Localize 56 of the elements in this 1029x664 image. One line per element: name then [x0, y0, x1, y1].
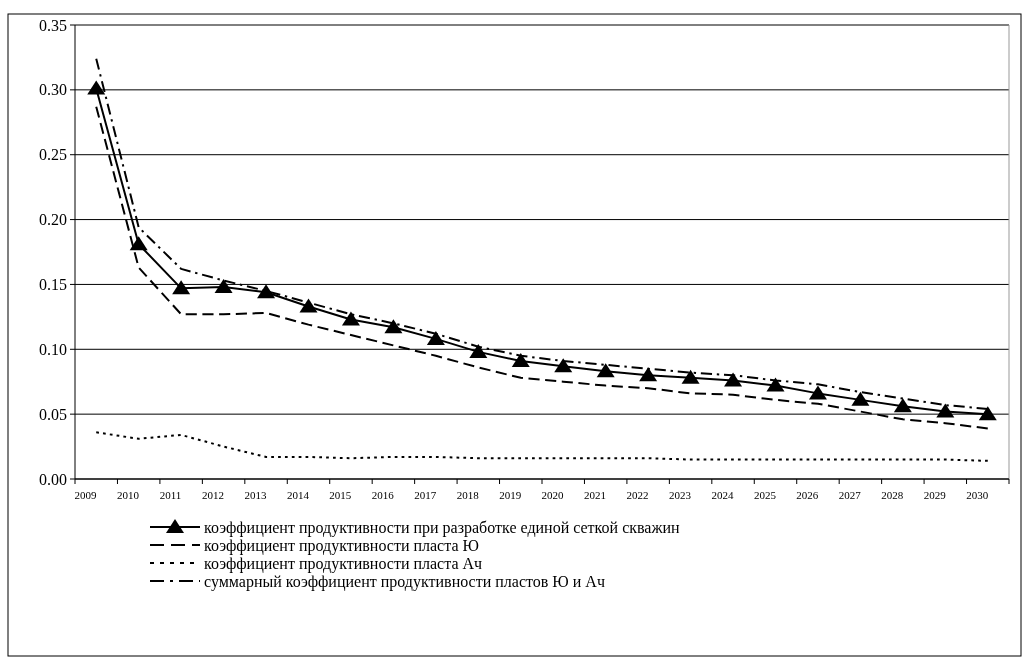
point — [766, 377, 785, 392]
x-tick-label: 2013 — [244, 489, 267, 501]
point — [426, 330, 445, 345]
point — [978, 406, 997, 421]
y-tick-label: 0.35 — [39, 16, 67, 34]
x-tick-label: 2027 — [838, 489, 862, 501]
x-tick-label: 2012 — [201, 489, 224, 501]
y-tick-label: 0.10 — [39, 340, 67, 358]
legend-label: коэффициент продуктивности пласта Ач — [204, 554, 483, 573]
point — [511, 352, 530, 367]
line-series — [95, 431, 989, 462]
point — [172, 280, 191, 295]
point — [808, 385, 827, 400]
x-tick-label: 2028 — [881, 489, 904, 501]
y-tick-label: 0.00 — [39, 470, 67, 488]
x-tick-label: 2022 — [626, 489, 649, 501]
y-tick-label: 0.25 — [39, 146, 67, 164]
point — [596, 363, 615, 378]
x-tick-label: 2024 — [711, 489, 734, 501]
point — [639, 367, 658, 382]
point — [554, 358, 573, 373]
legend-label: коэффициент продуктивности пласта Ю — [204, 536, 479, 555]
x-tick-label: 2017 — [414, 489, 437, 501]
x-tick-label: 2025 — [753, 489, 777, 501]
x-tick-label: 2011 — [159, 489, 182, 501]
point — [681, 369, 700, 384]
x-tick-label: 2014 — [286, 489, 310, 501]
point — [299, 298, 318, 313]
legend-label: суммарный коэффициент продуктивности пластов Ю и Ач — [204, 572, 605, 591]
x-tick-label: 2026 — [796, 489, 819, 501]
x-tick-label: 2023 — [668, 489, 692, 501]
x-tick-label: 2018 — [456, 489, 480, 501]
x-tick-label: 2029 — [923, 489, 947, 501]
y-tick-label: 0.05 — [39, 405, 67, 423]
legend-label: коэффициент продуктивности при разработке единой сеткой скважин — [204, 518, 681, 537]
point — [936, 403, 955, 418]
x-tick-label: 2010 — [117, 489, 140, 501]
point — [724, 372, 743, 387]
x-tick-label: 2009 — [74, 489, 98, 501]
point — [851, 391, 870, 406]
point — [214, 279, 233, 294]
x-tick-label: 2015 — [329, 489, 352, 501]
y-tick-label: 0.20 — [39, 211, 67, 229]
point — [384, 319, 403, 334]
x-tick-label: 2019 — [499, 489, 522, 501]
y-tick-label: 0.15 — [39, 276, 67, 294]
point — [87, 80, 106, 95]
point — [341, 311, 360, 326]
x-tick-label: 2016 — [371, 489, 395, 501]
x-tick-label: 2030 — [966, 489, 989, 501]
y-tick-label: 0.30 — [39, 81, 67, 99]
x-tick-label: 2020 — [541, 489, 565, 501]
point — [469, 343, 488, 358]
x-tick-label: 2021 — [584, 489, 607, 501]
point — [893, 398, 912, 413]
point — [129, 236, 148, 251]
